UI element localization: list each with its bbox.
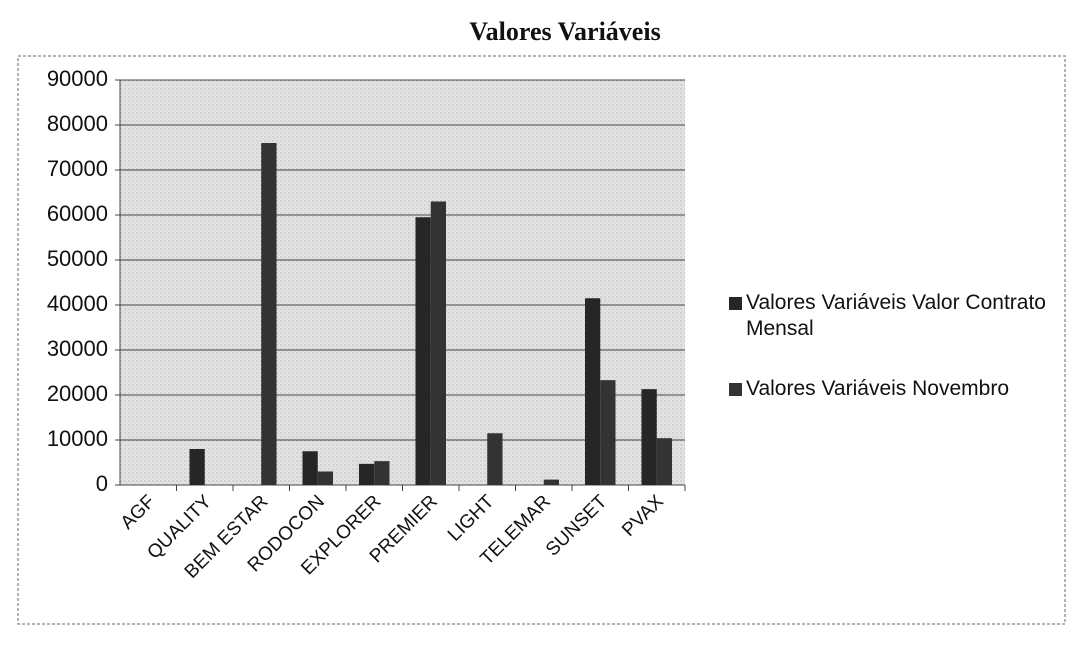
y-tick-label: 20000 xyxy=(47,381,108,406)
y-tick-label: 80000 xyxy=(47,111,108,136)
bar xyxy=(584,298,601,485)
legend-label: Valores Variáveis Novembro xyxy=(746,377,1009,400)
legend-label: Valores Variáveis Valor Contrato Mensal xyxy=(746,291,1046,340)
x-tick-label: AGF xyxy=(117,491,159,533)
y-tick-label: 70000 xyxy=(47,156,108,181)
bar xyxy=(656,438,673,485)
y-tick-label: 50000 xyxy=(47,246,108,271)
y-tick-label: 30000 xyxy=(47,336,108,361)
chart-title: Valores Variáveis xyxy=(469,17,660,46)
bar xyxy=(189,449,205,485)
bar xyxy=(543,479,560,485)
x-tick-label: LIGHT xyxy=(444,491,499,546)
y-tick-label: 40000 xyxy=(47,291,108,316)
chart-border xyxy=(17,55,1066,625)
bar xyxy=(487,433,503,485)
bar xyxy=(641,389,657,485)
bar xyxy=(317,471,334,485)
legend-swatch xyxy=(729,383,742,396)
bar xyxy=(261,143,277,485)
bar xyxy=(600,380,616,485)
y-tick-label: 90000 xyxy=(47,66,108,91)
x-tick-label: PVAX xyxy=(618,491,668,541)
y-tick-label: 60000 xyxy=(47,201,108,226)
bar xyxy=(302,451,318,485)
y-tick-label: 0 xyxy=(96,471,108,496)
bar xyxy=(374,461,390,485)
bar xyxy=(415,217,431,485)
x-tick-label: SUNSET xyxy=(542,491,612,561)
bar xyxy=(430,201,447,485)
legend-swatch xyxy=(729,297,742,310)
bar xyxy=(358,463,375,485)
legend-entry: Valores Variáveis Novembro xyxy=(746,377,1009,400)
legend-entry: Valores Variáveis Valor Contrato Mensal xyxy=(746,291,1046,340)
y-tick-label: 10000 xyxy=(47,426,108,451)
